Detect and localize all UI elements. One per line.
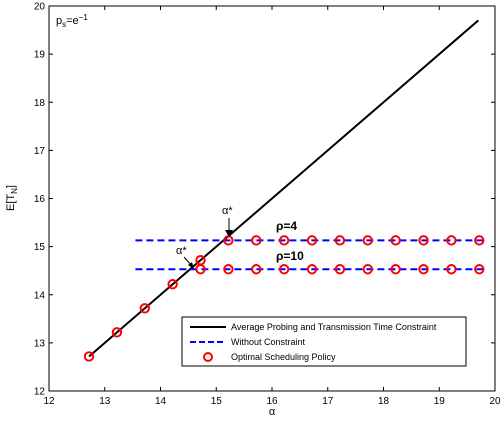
constraint-line [88,19,479,358]
optimal-policy-point [278,235,290,246]
x-tick-label: 15 [211,396,223,407]
legend-swatch-red-circle [203,352,213,362]
optimal-policy-point [418,264,429,275]
optimal-policy-point [334,235,346,246]
legend-box [181,316,467,367]
optimal-policy-point [334,264,346,275]
x-tick-label: 18 [378,396,390,407]
marker-layer [83,235,485,362]
y-tick-label: 19 [34,50,46,61]
x-tick-label: 19 [434,396,446,407]
optimal-policy-point [251,264,262,275]
ps-annotation: ps=e−1 [56,13,88,29]
y-tick-label: 16 [34,194,46,205]
alpha-star-label-upper: α* [222,205,233,217]
x-tick-label: 13 [99,396,111,407]
optimal-policy-point [223,264,234,275]
optimal-policy-point [390,264,401,275]
x-axis-label: α [269,406,276,418]
x-tick-label: 20 [489,396,501,407]
y-axis-label: E[TN] [5,185,19,211]
y-tick-label: 17 [34,146,46,157]
optimal-policy-point [390,235,401,246]
x-tick-label: 16 [266,396,278,407]
legend-label-constraint: Average Probing and Transmission Time Co… [231,322,437,332]
y-tick-label: 20 [34,2,46,13]
optimal-policy-point [474,264,485,275]
optimal-policy-point [139,303,150,314]
axis-ticks: 12 13 14 15 16 17 18 19 20 12 13 14 15 16 17 18 19 20 [34,2,501,408]
optimal-policy-point [111,327,123,338]
alpha-star-label-lower: α* [176,245,187,257]
legend: Average Probing and Transmission Time Co… [181,316,467,367]
alpha-star-arrowhead-lower [188,262,194,269]
x-tick-label: 17 [322,396,334,407]
y-tick-label: 12 [34,387,46,398]
optimal-policy-point [278,264,290,275]
x-tick-label: 12 [43,396,55,407]
rho-4-label: ρ=4 [276,219,297,233]
optimal-policy-point [362,235,373,246]
rho-10-label: ρ=10 [276,249,304,263]
optimal-policy-point [474,235,485,246]
y-tick-label: 13 [34,338,46,349]
optimal-policy-point [362,264,373,275]
optimal-policy-point [195,264,206,275]
optimal-policy-point [418,235,429,246]
alpha-star-arrowhead-upper [225,230,233,237]
optimal-policy-point [251,235,262,246]
optimal-policy-point [306,264,318,275]
legend-label-optimal-policy: Optimal Scheduling Policy [231,352,336,362]
optimal-policy-point [167,279,178,290]
y-tick-label: 14 [34,290,46,301]
optimal-policy-point [446,235,457,246]
x-tick-label: 14 [155,396,167,407]
optimal-policy-point [223,235,234,246]
optimal-policy-point [446,264,457,275]
legend-label-without-constraint: Without Constraint [231,337,306,347]
y-tick-label: 18 [34,98,46,109]
optimal-policy-point [306,235,318,246]
y-tick-label: 15 [34,242,46,253]
optimal-policy-point [83,351,95,362]
series-layer [88,19,484,358]
